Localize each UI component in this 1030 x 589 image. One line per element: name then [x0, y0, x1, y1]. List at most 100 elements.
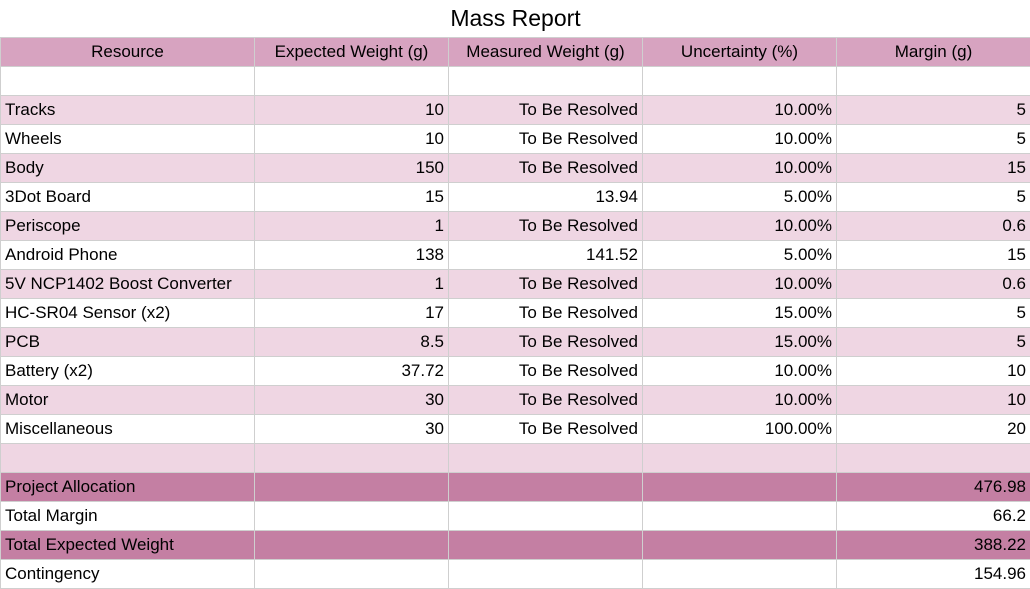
cell[interactable]	[448, 443, 643, 473]
summary-value-cell[interactable]: 476.98	[835, 472, 1030, 502]
uncertainty-cell[interactable]: 10.00%	[642, 385, 837, 415]
uncertainty-cell[interactable]: 10.00%	[642, 153, 837, 183]
summary-label-cell[interactable]: Contingency	[0, 559, 255, 589]
resource-cell[interactable]: Motor	[0, 385, 255, 415]
expected-weight-cell[interactable]: 30	[254, 414, 449, 444]
margin-cell[interactable]: 15	[835, 240, 1030, 270]
cell[interactable]	[642, 472, 837, 502]
uncertainty-cell[interactable]: 15.00%	[642, 298, 837, 328]
summary-label-cell[interactable]: Total Margin	[0, 501, 255, 531]
resource-cell[interactable]: HC-SR04 Sensor (x2)	[0, 298, 255, 328]
expected-weight-cell[interactable]: 17	[254, 298, 449, 328]
resource-cell[interactable]: 5V NCP1402 Boost Converter	[0, 269, 255, 299]
expected-weight-cell[interactable]: 37.72	[254, 356, 449, 386]
summary-value-cell[interactable]: 388.22	[835, 530, 1030, 560]
expected-weight-cell[interactable]: 30	[254, 385, 449, 415]
cell[interactable]	[254, 66, 449, 96]
measured-weight-cell[interactable]: To Be Resolved	[448, 153, 643, 183]
measured-weight-cell[interactable]: To Be Resolved	[448, 327, 643, 357]
uncertainty-cell[interactable]: 5.00%	[642, 240, 837, 270]
table-row: Motor 30 To Be Resolved 10.00% 10	[0, 385, 1030, 415]
resource-cell[interactable]: Miscellaneous	[0, 414, 255, 444]
expected-weight-cell[interactable]: 8.5	[254, 327, 449, 357]
measured-weight-cell[interactable]: To Be Resolved	[448, 124, 643, 154]
resource-cell[interactable]: Periscope	[0, 211, 255, 241]
expected-weight-cell[interactable]: 15	[254, 182, 449, 212]
uncertainty-cell[interactable]: 10.00%	[642, 356, 837, 386]
measured-weight-cell[interactable]: 141.52	[448, 240, 643, 270]
expected-weight-cell[interactable]: 1	[254, 211, 449, 241]
cell[interactable]	[254, 530, 449, 560]
summary-row: Total Margin 66.2	[0, 501, 1030, 531]
measured-weight-cell[interactable]: 13.94	[448, 182, 643, 212]
resource-cell[interactable]: PCB	[0, 327, 255, 357]
measured-weight-cell[interactable]: To Be Resolved	[448, 414, 643, 444]
margin-cell[interactable]: 10	[835, 385, 1030, 415]
expected-weight-cell[interactable]: 10	[254, 124, 449, 154]
cell[interactable]	[835, 443, 1030, 473]
resource-cell[interactable]: Android Phone	[0, 240, 255, 270]
blank-row	[0, 443, 1030, 473]
cell[interactable]	[254, 443, 449, 473]
uncertainty-cell[interactable]: 10.00%	[642, 211, 837, 241]
uncertainty-cell[interactable]: 10.00%	[642, 124, 837, 154]
uncertainty-cell[interactable]: 100.00%	[642, 414, 837, 444]
expected-weight-cell[interactable]: 1	[254, 269, 449, 299]
measured-weight-cell[interactable]: To Be Resolved	[448, 385, 643, 415]
summary-row: Total Expected Weight 388.22	[0, 530, 1030, 560]
table-row: 5V NCP1402 Boost Converter 1 To Be Resolve…	[0, 269, 1030, 299]
margin-cell[interactable]: 20	[835, 414, 1030, 444]
table-row: 3Dot Board 15 13.94 5.00% 5	[0, 182, 1030, 212]
summary-label-cell[interactable]: Project Allocation	[0, 472, 255, 502]
expected-weight-cell[interactable]: 150	[254, 153, 449, 183]
cell[interactable]	[642, 530, 837, 560]
margin-cell[interactable]: 10	[835, 356, 1030, 386]
cell[interactable]	[448, 530, 643, 560]
measured-weight-cell[interactable]: To Be Resolved	[448, 298, 643, 328]
cell[interactable]	[642, 443, 837, 473]
resource-cell[interactable]: Body	[0, 153, 255, 183]
summary-row: Project Allocation 476.98	[0, 472, 1030, 502]
resource-cell[interactable]: Tracks	[0, 95, 255, 125]
resource-cell[interactable]: Battery (x2)	[0, 356, 255, 386]
uncertainty-cell[interactable]: 15.00%	[642, 327, 837, 357]
expected-weight-cell[interactable]: 10	[254, 95, 449, 125]
cell[interactable]	[642, 501, 837, 531]
margin-cell[interactable]: 0.6	[835, 269, 1030, 299]
header-uncertainty: Uncertainty (%)	[642, 37, 837, 67]
margin-cell[interactable]: 5	[835, 182, 1030, 212]
resource-cell[interactable]: 3Dot Board	[0, 182, 255, 212]
cell[interactable]	[448, 559, 643, 589]
cell[interactable]	[254, 559, 449, 589]
table-row: HC-SR04 Sensor (x2) 17 To Be Resolved 15.00…	[0, 298, 1030, 328]
summary-label-cell[interactable]: Total Expected Weight	[0, 530, 255, 560]
uncertainty-cell[interactable]: 5.00%	[642, 182, 837, 212]
measured-weight-cell[interactable]: To Be Resolved	[448, 356, 643, 386]
table-row: Battery (x2) 37.72 To Be Resolved 10.00% 10	[0, 356, 1030, 386]
margin-cell[interactable]: 5	[835, 298, 1030, 328]
summary-value-cell[interactable]: 154.96	[835, 559, 1030, 589]
margin-cell[interactable]: 15	[835, 153, 1030, 183]
margin-cell[interactable]: 5	[835, 124, 1030, 154]
summary-value-cell[interactable]: 66.2	[835, 501, 1030, 531]
uncertainty-cell[interactable]: 10.00%	[642, 269, 837, 299]
expected-weight-cell[interactable]: 138	[254, 240, 449, 270]
measured-weight-cell[interactable]: To Be Resolved	[448, 95, 643, 125]
cell[interactable]	[448, 501, 643, 531]
cell[interactable]	[642, 66, 837, 96]
cell[interactable]	[835, 66, 1030, 96]
cell[interactable]	[0, 66, 255, 96]
cell[interactable]	[254, 501, 449, 531]
cell[interactable]	[254, 472, 449, 502]
margin-cell[interactable]: 5	[835, 95, 1030, 125]
margin-cell[interactable]: 5	[835, 327, 1030, 357]
measured-weight-cell[interactable]: To Be Resolved	[448, 211, 643, 241]
margin-cell[interactable]: 0.6	[835, 211, 1030, 241]
measured-weight-cell[interactable]: To Be Resolved	[448, 269, 643, 299]
cell[interactable]	[448, 66, 643, 96]
cell[interactable]	[0, 443, 255, 473]
cell[interactable]	[642, 559, 837, 589]
resource-cell[interactable]: Wheels	[0, 124, 255, 154]
cell[interactable]	[448, 472, 643, 502]
uncertainty-cell[interactable]: 10.00%	[642, 95, 837, 125]
